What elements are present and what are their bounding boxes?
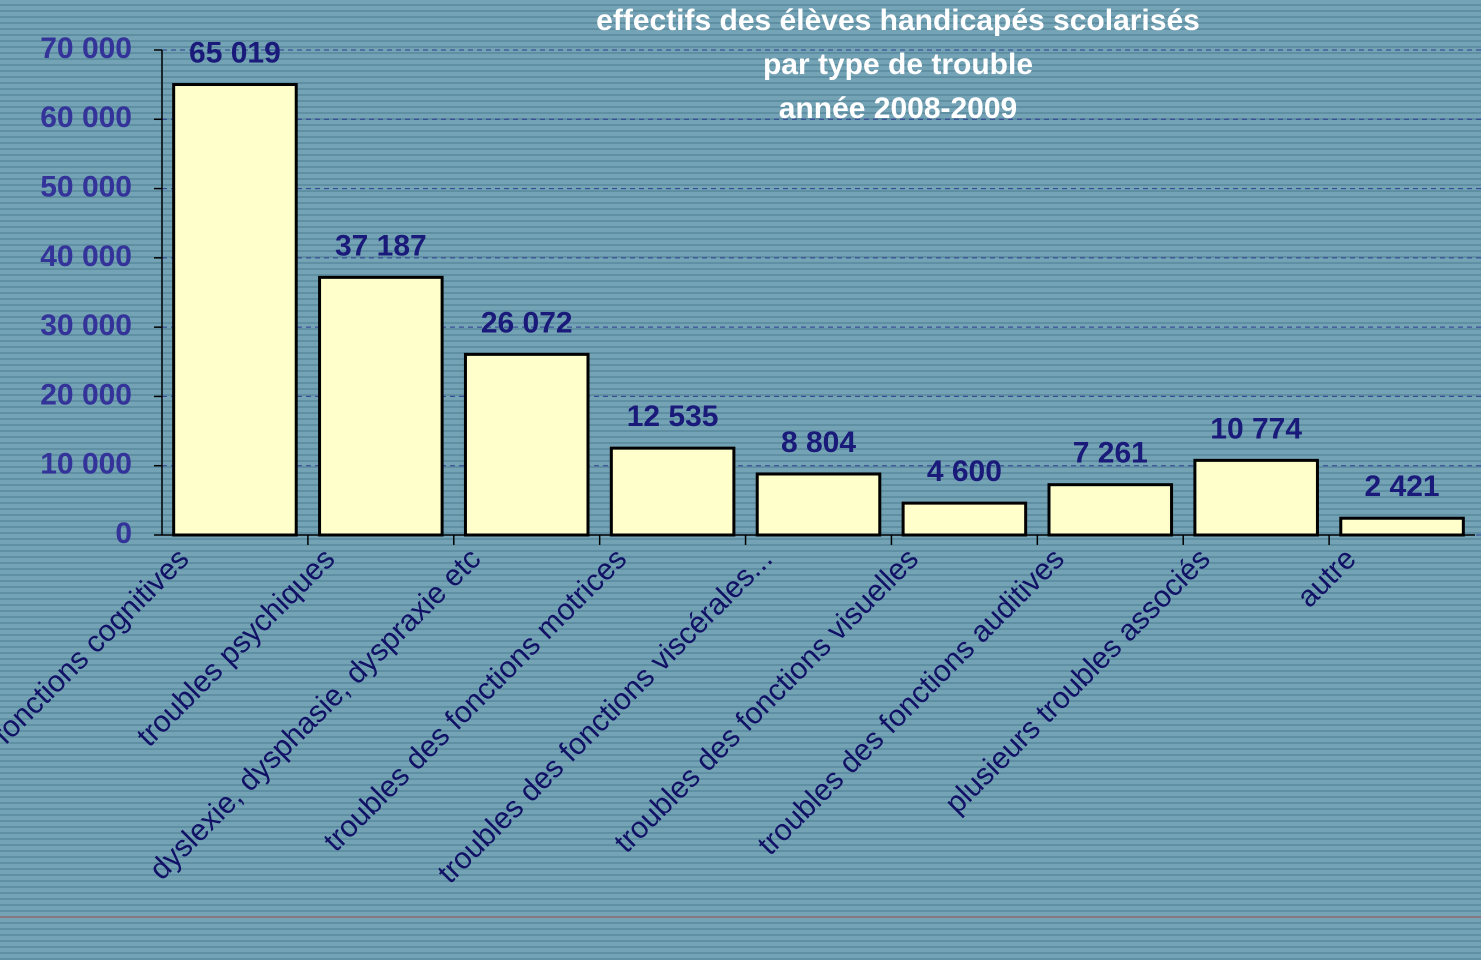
bar: [1193, 458, 1319, 537]
bar: [172, 83, 298, 537]
bar: [1339, 516, 1465, 537]
bar: [609, 446, 736, 537]
y-tick-label: 30 000: [40, 309, 132, 342]
bar: [318, 275, 444, 537]
y-tick-label: 20 000: [40, 378, 132, 411]
y-tick-label: 70 000: [40, 32, 132, 65]
y-tick-label: 0: [115, 517, 132, 550]
bar: [901, 501, 1028, 537]
value-label: 2 421: [1365, 470, 1440, 503]
x-tick-label: troubles des fonctions visuelles: [608, 542, 925, 859]
value-label: 26 072: [481, 306, 573, 339]
y-tick-label: 50 000: [40, 170, 132, 203]
value-label: 37 187: [335, 229, 427, 262]
value-label: 4 600: [927, 455, 1002, 488]
x-tick-label: dyslexie, dysphasie, dyspraxie etc: [143, 542, 487, 886]
x-tick-label: troubles des fonctions auditives: [752, 542, 1071, 861]
value-label: 65 019: [189, 36, 281, 69]
x-tick-label: plusieurs troubles associés: [939, 542, 1217, 820]
value-label: 7 261: [1073, 437, 1148, 470]
value-label: 12 535: [627, 400, 719, 433]
chart-title: par type de trouble: [763, 48, 1033, 81]
x-tick-label: troubles des fonctions motrices: [317, 542, 633, 858]
y-tick-label: 40 000: [40, 240, 132, 273]
y-tick-label: 60 000: [40, 101, 132, 134]
bar: [463, 352, 590, 537]
y-tick-label: 10 000: [40, 448, 132, 481]
chart-title: effectifs des élèves handicapés scolaris…: [596, 4, 1200, 37]
value-label: 8 804: [781, 426, 856, 459]
chart-title: année 2008-2009: [779, 92, 1018, 125]
bar: [755, 472, 882, 537]
bar: [1047, 483, 1174, 537]
value-label: 10 774: [1210, 412, 1302, 445]
x-tick-label: autre: [1291, 542, 1363, 614]
